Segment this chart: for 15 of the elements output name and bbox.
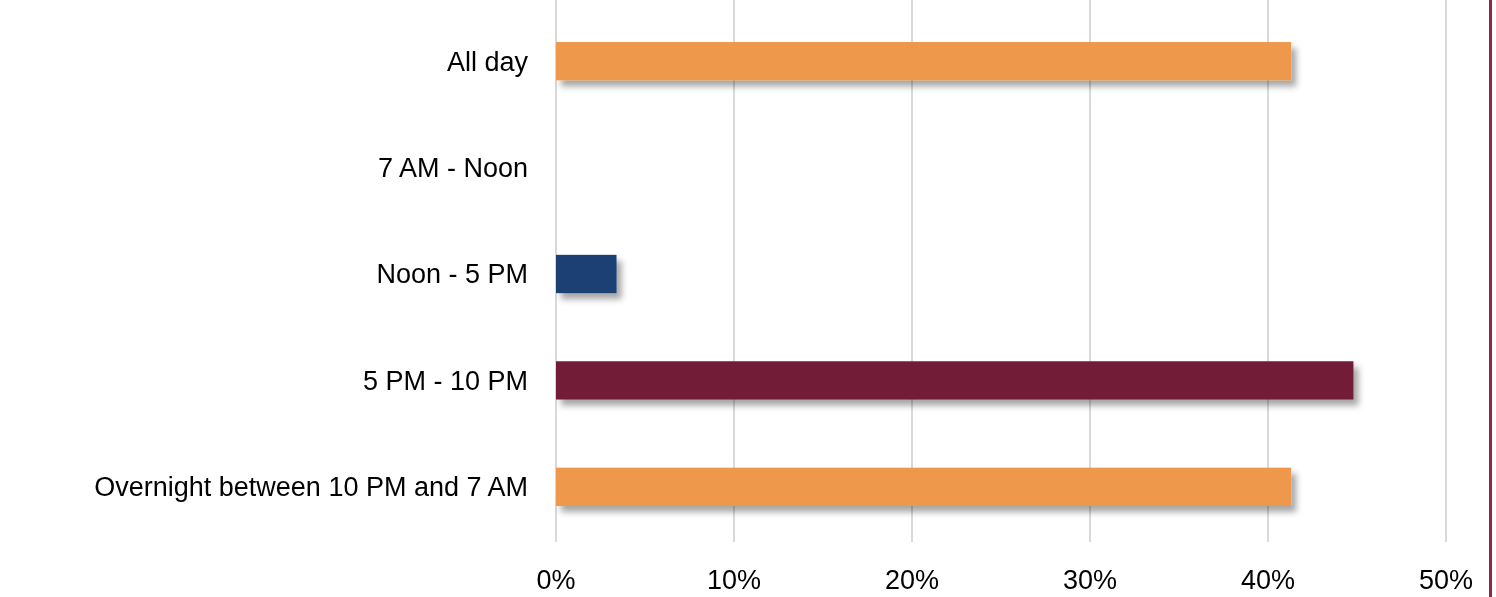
bar (556, 42, 1292, 81)
y-tick-label: Noon - 5 PM (376, 259, 528, 290)
bar (556, 467, 1292, 506)
y-tick-label: Overnight between 10 PM and 7 AM (94, 472, 528, 503)
x-tick-label: 50% (1418, 565, 1474, 595)
x-tick-label: 40% (1240, 565, 1296, 595)
x-tick-label: 20% (884, 565, 940, 595)
x-tick-label: 30% (1062, 565, 1118, 595)
bar (556, 254, 617, 294)
x-tick-label: 10% (706, 565, 762, 595)
x-tick-label: 0% (536, 565, 576, 595)
y-tick-label: 7 AM - Noon (377, 153, 528, 184)
y-tick-label: All day (446, 46, 529, 77)
y-tick-label: 5 PM - 10 PM (362, 365, 528, 396)
bar (556, 361, 1354, 400)
